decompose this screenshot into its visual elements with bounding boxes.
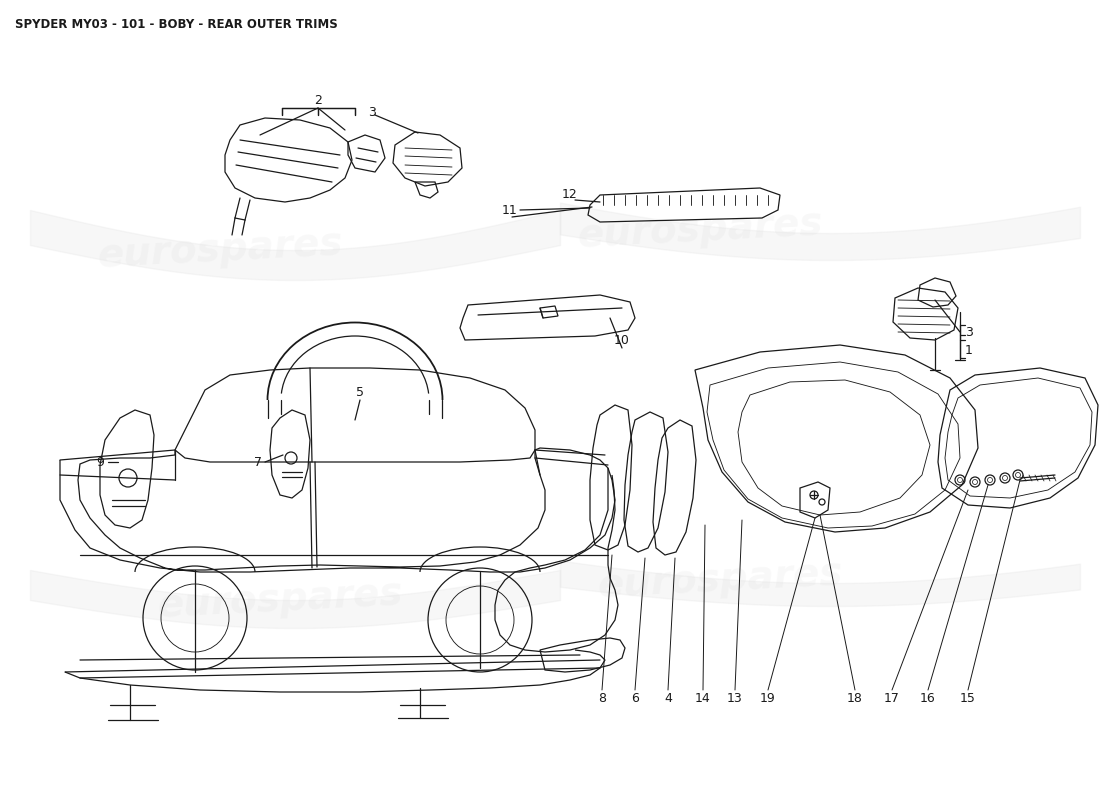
Text: 13: 13 [727,691,742,705]
Text: eurospares: eurospares [596,554,844,606]
Text: 15: 15 [960,691,976,705]
Text: 12: 12 [562,189,578,202]
Text: 3: 3 [368,106,376,118]
Text: 1: 1 [965,343,972,357]
Text: 2: 2 [315,94,322,106]
Text: eurospares: eurospares [576,205,824,255]
Text: 19: 19 [760,691,775,705]
Text: 10: 10 [614,334,630,346]
Text: 8: 8 [598,691,606,705]
Text: 18: 18 [847,691,862,705]
Text: eurospares: eurospares [156,574,404,626]
Text: 9: 9 [96,455,103,469]
Text: eurospares: eurospares [97,225,343,275]
Text: 16: 16 [920,691,936,705]
Text: 5: 5 [356,386,364,398]
Text: 17: 17 [884,691,900,705]
Text: 7: 7 [254,455,262,469]
Text: 11: 11 [502,203,518,217]
Text: 4: 4 [664,691,672,705]
Text: 3: 3 [965,326,972,338]
Text: 14: 14 [695,691,711,705]
Text: 6: 6 [631,691,639,705]
Text: SPYDER MY03 - 101 - BOBY - REAR OUTER TRIMS: SPYDER MY03 - 101 - BOBY - REAR OUTER TR… [15,18,338,31]
